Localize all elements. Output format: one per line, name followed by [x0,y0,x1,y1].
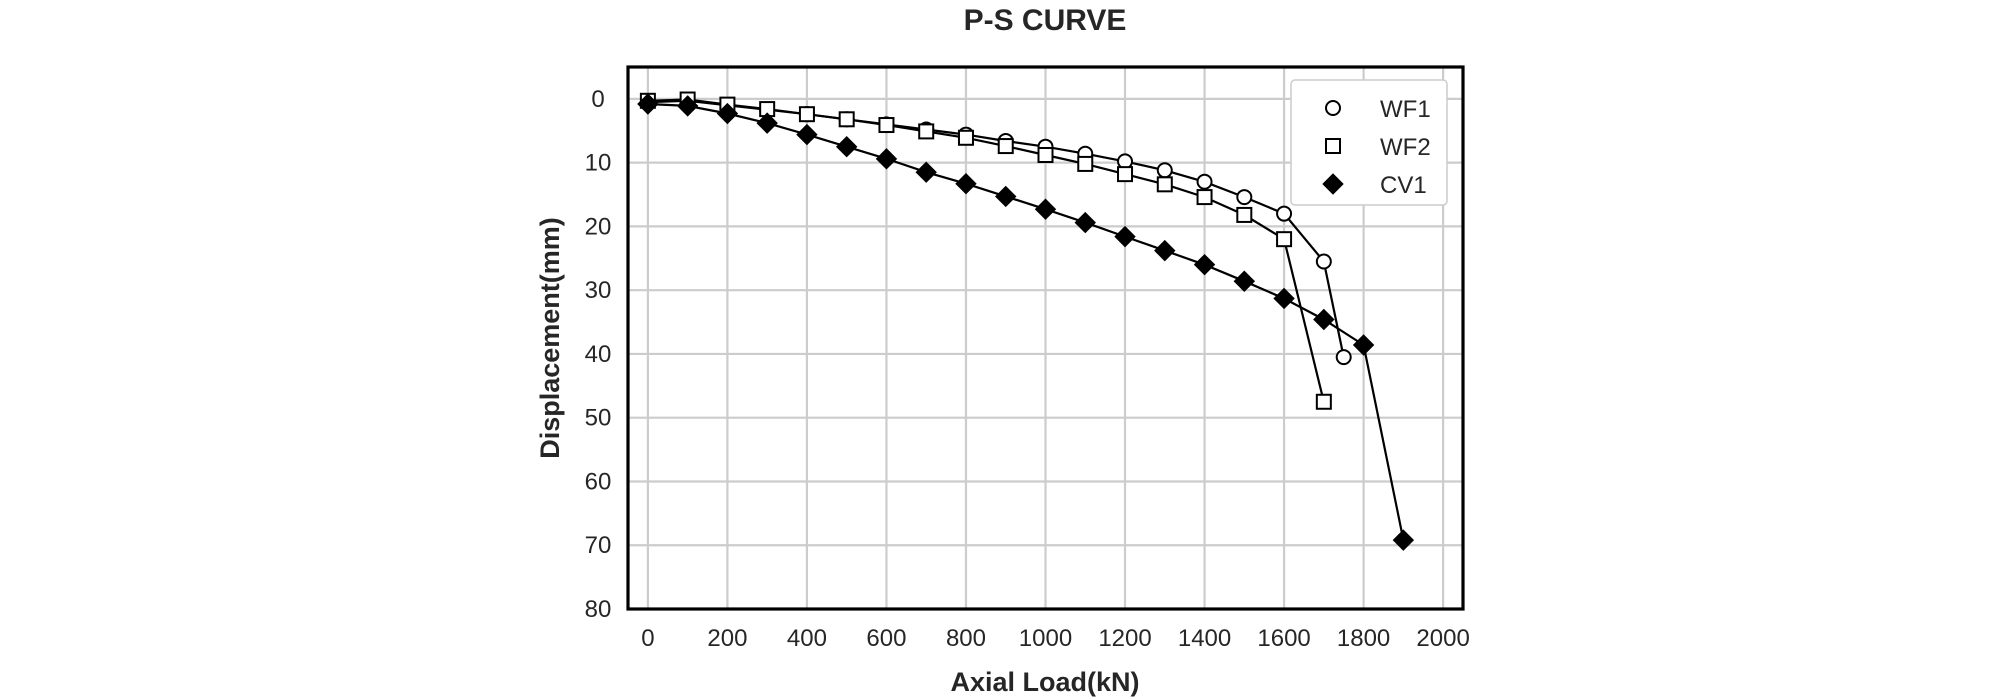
data-point-wf2 [1236,206,1253,223]
y-tick-label: 50 [585,405,612,432]
data-point-wf2 [798,106,815,123]
x-tick-label: 600 [866,625,906,652]
y-tick-label: 80 [585,596,612,623]
y-tick-label: 10 [585,150,612,177]
data-point-wf2 [957,129,974,146]
x-tick-label: 200 [707,625,747,652]
data-point-wf1 [1335,349,1352,366]
y-tick-label: 30 [585,277,612,304]
series-line-cv1 [647,102,1405,541]
data-point-cv1 [835,135,858,158]
data-point-cv1 [1352,334,1375,356]
x-tick-label: 1600 [1257,625,1310,652]
data-point-wf2 [1276,231,1293,248]
y-tick-label: 0 [591,86,604,113]
data-point-cv1 [1154,239,1176,262]
data-point-wf2 [1156,176,1173,193]
data-point-cv1 [716,102,739,125]
legend-label-wf2: WF2 [1380,134,1431,161]
y-tick-label: 40 [585,341,612,368]
data-point-cv1 [796,123,818,146]
data-point-cv1 [995,185,1017,208]
data-point-wf1 [1196,173,1213,190]
x-axis-label: Axial Load(kN) [950,667,1139,697]
data-point-wf2 [1077,155,1094,172]
y-tick-label: 70 [585,532,612,559]
data-point-cv1 [955,172,977,195]
x-tick-label: 2000 [1416,625,1469,652]
legend-marker-cv1 [1322,173,1344,195]
series-wf1 [639,92,1352,366]
data-point-cv1 [676,95,699,117]
data-point-wf2 [838,111,855,128]
data-point-wf2 [918,123,935,140]
data-point-cv1 [915,161,937,183]
data-point-cv1 [1392,529,1415,551]
x-tick-label: 800 [946,625,986,652]
x-tick-label: 1000 [1019,625,1072,652]
data-point-cv1 [1273,287,1295,310]
x-tick-label: 1200 [1098,625,1151,652]
series-wf2 [639,91,1332,410]
legend-marker-wf2 [1325,138,1341,154]
tick-labels: 0 200 400 600 800 1000 1200 1400 1600 1800 2000 0 10… [585,86,1470,652]
data-point-cv1 [875,148,898,170]
data-point-cv1 [1114,225,1136,248]
data-point-cv1 [1313,308,1335,331]
legend-marker-wf1 [1325,100,1341,116]
x-tick-label: 400 [787,625,827,652]
chart-title: P-S CURVE [964,4,1127,37]
data-point-cv1 [637,93,659,115]
data-point-cv1 [1193,253,1216,276]
data-point-cv1 [1034,198,1057,220]
plot-frame [626,65,1465,611]
series-line-wf1 [647,99,1345,358]
data-point-cv1 [1074,211,1096,234]
data-point-cv1 [1233,270,1256,292]
data-point-wf2 [878,117,895,134]
x-tick-label: 0 [641,625,654,652]
data-point-wf1 [1276,205,1293,222]
y-tick-label: 60 [585,468,612,495]
x-tick-label: 1800 [1337,625,1390,652]
data-point-wf1 [1315,253,1332,270]
series-cv1 [637,93,1415,551]
data-point-wf2 [1117,166,1134,183]
x-tick-label: 1400 [1178,625,1231,652]
data-point-wf2 [1037,146,1054,163]
data-point-wf1 [1156,162,1173,179]
legend: WF1 WF2 CV1 [1290,79,1448,206]
y-axis-label: Displacement(mm) [535,217,565,459]
y-tick-label: 20 [585,213,612,240]
data-point-wf2 [1315,393,1332,410]
data-point-wf2 [1196,189,1213,206]
data-point-wf2 [997,138,1014,155]
data-point-cv1 [756,112,778,134]
legend-label-wf1: WF1 [1380,96,1431,123]
legend-label-cv1: CV1 [1380,172,1427,199]
series-layer [637,91,1415,551]
series-line-wf2 [647,98,1325,403]
data-point-wf1 [1236,189,1253,206]
